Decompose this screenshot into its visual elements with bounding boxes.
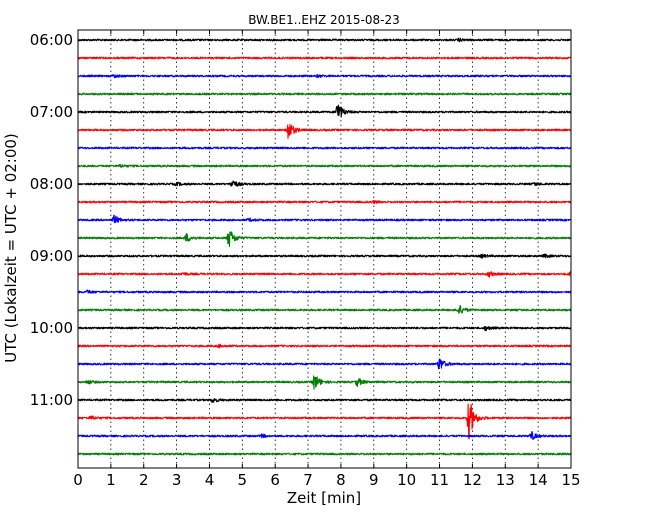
seismic-trace	[77, 375, 572, 390]
seismic-trace	[77, 180, 572, 187]
y-tick-label: 09:00	[30, 247, 73, 265]
x-tick-label: 10	[397, 471, 416, 489]
seismic-trace	[77, 289, 572, 294]
seismic-trace	[77, 231, 572, 248]
seismic-trace	[77, 398, 572, 404]
x-tick-label: 7	[303, 471, 313, 489]
x-tick-label: 1	[106, 471, 116, 489]
x-tick-label: 12	[463, 471, 482, 489]
seismic-trace	[77, 343, 572, 349]
y-tick-label: 11:00	[30, 391, 73, 409]
seismic-trace	[77, 74, 572, 79]
seismic-trace	[77, 37, 572, 43]
axis-ticks: 0 1 2 3 4 5 6 7 8 9 10 11 12 13 14 1506:0007:0008:0009:…	[30, 30, 581, 489]
seismic-trace	[77, 214, 572, 224]
y-tick-label: 06:00	[30, 31, 73, 49]
seismic-trace	[77, 199, 572, 205]
x-tick-label: 13	[496, 471, 515, 489]
x-tick-label: 3	[172, 471, 182, 489]
seismic-trace	[77, 163, 572, 168]
grid-lines	[110, 30, 539, 468]
seismic-trace	[77, 305, 572, 314]
seismic-trace	[77, 123, 572, 139]
x-tick-label: 0	[73, 471, 83, 489]
x-tick-label: 6	[270, 471, 280, 489]
x-tick-label: 11	[430, 471, 449, 489]
seismic-trace	[77, 358, 572, 370]
seismic-trace	[77, 146, 572, 150]
y-tick-label: 07:00	[30, 103, 73, 121]
x-tick-label: 4	[205, 471, 215, 489]
chart-title: BW.BE1..EHZ 2015-08-23	[248, 13, 400, 27]
seismic-trace	[77, 326, 572, 332]
plot-frame	[77, 29, 572, 469]
seismic-trace	[77, 431, 572, 440]
x-tick-label: 5	[238, 471, 248, 489]
x-tick-label: 14	[529, 471, 548, 489]
y-axis-label: UTC (Lokalzeit = UTC + 02:00)	[2, 133, 20, 363]
x-tick-label: 9	[369, 471, 379, 489]
seismic-traces	[77, 37, 572, 456]
x-tick-label: 8	[336, 471, 346, 489]
seismic-trace	[77, 104, 572, 118]
x-axis-label: Zeit [min]	[287, 489, 361, 507]
y-tick-label: 10:00	[30, 319, 73, 337]
y-tick-label: 08:00	[30, 175, 73, 193]
seismic-trace	[77, 270, 572, 279]
seismic-trace	[77, 56, 572, 60]
seismic-trace	[77, 452, 572, 456]
seismic-trace	[77, 403, 572, 440]
x-tick-label: 15	[561, 471, 580, 489]
seismic-trace	[77, 253, 572, 259]
seismic-trace	[77, 92, 572, 96]
x-tick-label: 2	[139, 471, 149, 489]
